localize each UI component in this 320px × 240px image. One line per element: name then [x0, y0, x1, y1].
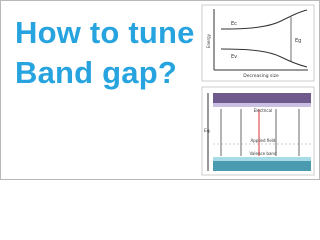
label: Valence band	[250, 151, 277, 156]
valence-band	[213, 161, 311, 171]
size-diagram: Ec Ev Eg Energy Decreasing size	[201, 4, 315, 82]
band-edge	[213, 103, 311, 107]
valence-curve	[220, 48, 308, 68]
diagrams: Ec Ev Eg Energy Decreasing size Electric…	[201, 4, 315, 176]
panel	[201, 4, 315, 82]
title-line: Band gap?	[15, 55, 177, 90]
conduction-curve	[220, 9, 308, 30]
label: Applied field	[251, 138, 276, 143]
label: Eg	[295, 38, 301, 44]
title-line: How to tune	[15, 15, 195, 50]
axis-label: Energy	[206, 33, 211, 48]
thumbnail: How to tune Band gap? Ec Ev Eg Energy De…	[0, 0, 320, 180]
axis-label: Decreasing size	[243, 73, 279, 79]
label: Eg	[204, 128, 210, 134]
band-diagram: Electrical Applied field Valence band Eg	[201, 86, 315, 176]
band-edge	[213, 157, 311, 161]
label: Electrical	[254, 108, 272, 113]
label: Ev	[231, 54, 237, 60]
conduction-band	[213, 93, 311, 103]
label: Ec	[231, 21, 237, 27]
